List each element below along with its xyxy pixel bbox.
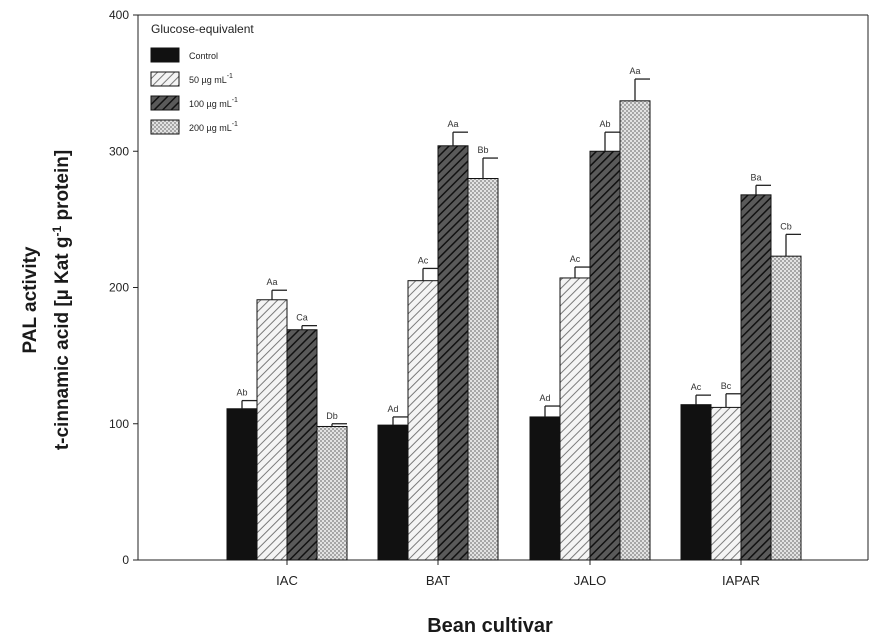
data-label: Ca (296, 313, 308, 323)
bar (286, 329, 318, 561)
bar (529, 416, 561, 561)
y-axis-label: PAL activity t-cinnamic acid [µ Kat g-1 … (2, 90, 92, 510)
data-label: Ab (599, 119, 610, 129)
legend-label: 200 µg mL-1 (189, 121, 238, 133)
data-label: Cb (780, 221, 792, 231)
y-tick-label: 400 (109, 8, 129, 22)
chart-legend: Glucose-equivalent Control 50 µg mL-1 100 … (150, 22, 254, 135)
y-axis-label-line1: PAL activity (19, 246, 41, 354)
data-label: Bc (721, 381, 732, 391)
bar (680, 404, 712, 561)
bar (559, 277, 591, 561)
y-tick-label: 100 (109, 417, 129, 431)
data-label: Ad (539, 393, 550, 403)
x-tick-label: JALO (574, 573, 607, 588)
data-label: Aa (266, 277, 277, 287)
y-tick-label: 0 (122, 553, 129, 567)
legend-swatch (150, 71, 180, 87)
bar (740, 194, 772, 561)
bar (316, 425, 348, 561)
bar (710, 406, 742, 561)
legend-label: Control (189, 51, 218, 61)
data-label: Ac (418, 255, 429, 265)
y-tick-label: 300 (109, 144, 129, 158)
data-label: Aa (447, 119, 458, 129)
bar (619, 100, 651, 561)
x-tick-label: IAPAR (722, 573, 760, 588)
bar (407, 280, 439, 561)
bar (467, 178, 499, 561)
data-label: Ac (570, 254, 581, 264)
data-label: Ba (750, 172, 761, 182)
bar (770, 255, 802, 561)
legend-swatch (150, 47, 180, 63)
legend-label: 50 µg mL-1 (189, 73, 233, 85)
data-label: Aa (629, 66, 640, 76)
y-axis-label-line2: t-cinnamic acid [µ Kat g-1 protein] (49, 149, 74, 451)
legend-swatch (150, 95, 180, 111)
x-tick-label: IAC (276, 573, 298, 588)
data-label: Ad (387, 404, 398, 414)
bar (377, 424, 409, 561)
bar (437, 145, 469, 561)
legend-title: Glucose-equivalent (151, 22, 254, 36)
data-label: Bb (477, 145, 488, 155)
legend-swatch (150, 119, 180, 135)
legend-label: 100 µg mL-1 (189, 97, 238, 109)
bar (226, 408, 258, 561)
x-axis-label: Bean cultivar (427, 615, 553, 637)
y-tick-label: 200 (109, 281, 129, 295)
bar (256, 299, 288, 561)
data-label: Db (326, 411, 338, 421)
x-tick-label: BAT (426, 573, 450, 588)
data-label: Ac (691, 382, 702, 392)
bar (589, 150, 621, 561)
data-label: Ab (236, 388, 247, 398)
